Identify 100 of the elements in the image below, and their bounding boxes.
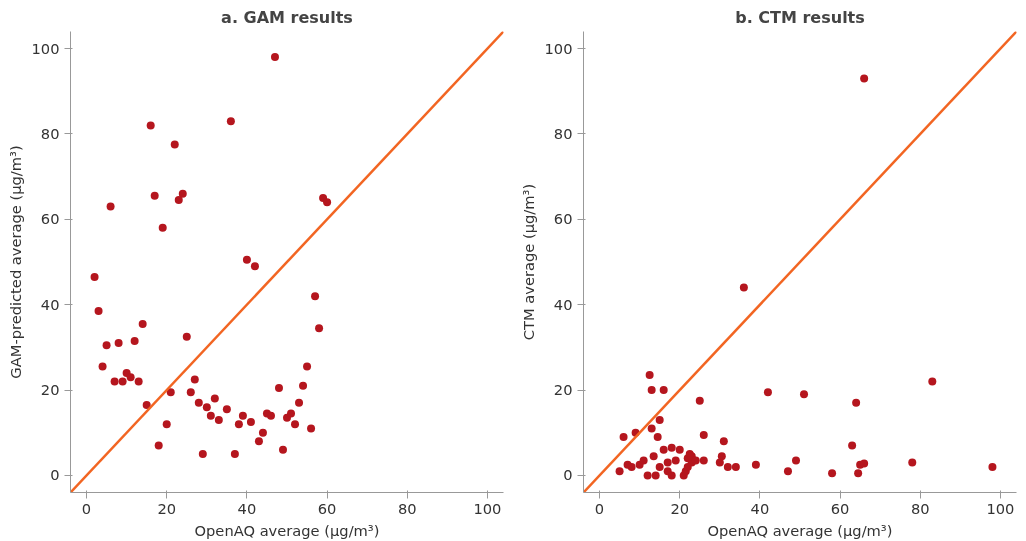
point <box>102 341 111 350</box>
point <box>166 388 175 397</box>
y-tick-label: 0 <box>563 466 573 484</box>
point <box>182 332 191 341</box>
point <box>226 117 235 126</box>
point <box>988 462 997 471</box>
point <box>210 394 219 403</box>
point <box>299 381 308 390</box>
point <box>162 420 171 429</box>
point <box>655 415 664 424</box>
point <box>627 462 636 471</box>
point <box>667 443 676 452</box>
point <box>150 191 159 200</box>
point <box>731 462 740 471</box>
y-tick-label: 60 <box>40 210 60 228</box>
point <box>250 262 259 271</box>
point <box>699 430 708 439</box>
y-tick-label: 100 <box>31 39 60 57</box>
point <box>170 140 179 149</box>
point <box>202 403 211 412</box>
point <box>315 324 324 333</box>
point <box>751 460 760 469</box>
point <box>323 198 332 207</box>
x-tick-label: 20 <box>670 499 690 517</box>
point <box>848 441 857 450</box>
point <box>242 255 251 264</box>
point <box>274 383 283 392</box>
point <box>198 450 207 459</box>
point <box>90 272 99 281</box>
x-tick-label: 80 <box>910 499 930 517</box>
y-axis-title: CTM average (µg/m³) <box>519 183 537 341</box>
x-axis-title: OpenAQ average (µg/m³) <box>194 521 380 539</box>
point <box>908 458 917 467</box>
point <box>214 415 223 424</box>
point <box>659 386 668 395</box>
point <box>717 452 726 461</box>
point <box>647 424 656 433</box>
point <box>647 386 656 395</box>
point <box>800 390 809 399</box>
point <box>146 121 155 130</box>
point <box>783 467 792 476</box>
point <box>106 202 115 211</box>
x-tick-label: 40 <box>237 499 257 517</box>
point <box>266 411 275 420</box>
point <box>190 375 199 384</box>
point <box>174 196 183 205</box>
x-tick-label: 100 <box>473 499 502 517</box>
point <box>118 377 127 386</box>
point <box>671 456 680 465</box>
point <box>246 418 255 427</box>
point <box>659 445 668 454</box>
point <box>295 398 304 407</box>
x-tick-label: 100 <box>986 499 1015 517</box>
point <box>230 450 239 459</box>
point <box>287 409 296 418</box>
point <box>655 462 664 471</box>
point <box>791 456 800 465</box>
point <box>270 53 279 62</box>
point <box>639 456 648 465</box>
point <box>653 433 662 441</box>
point <box>234 420 243 429</box>
y-tick-label: 20 <box>40 381 60 399</box>
x-axis-title: OpenAQ average (µg/m³) <box>707 521 893 539</box>
x-tick-label: 60 <box>830 499 850 517</box>
point <box>130 336 139 345</box>
point <box>715 458 724 467</box>
point <box>126 373 135 382</box>
y-tick-label: 80 <box>553 124 573 142</box>
point <box>110 377 119 386</box>
chart-title: b. CTM results <box>735 7 865 27</box>
point <box>94 307 103 316</box>
y-tick-label: 0 <box>50 466 60 484</box>
point <box>254 437 263 446</box>
chart-title: a. GAM results <box>221 7 353 27</box>
point <box>645 371 654 380</box>
y-tick-label: 60 <box>553 210 573 228</box>
point <box>649 452 658 461</box>
point <box>860 74 869 83</box>
y-tick-label: 80 <box>40 124 60 142</box>
point <box>852 398 861 407</box>
x-tick-label: 80 <box>397 499 417 517</box>
point <box>278 445 287 454</box>
x-tick-label: 40 <box>750 499 770 517</box>
point <box>928 377 937 386</box>
y-tick-label: 20 <box>553 381 573 399</box>
point <box>206 411 215 420</box>
point <box>303 362 312 371</box>
point <box>695 396 704 405</box>
point <box>138 319 147 328</box>
point <box>154 441 163 450</box>
point <box>98 362 107 371</box>
point <box>723 462 732 471</box>
point <box>194 398 203 407</box>
point <box>291 420 300 429</box>
point <box>854 469 863 478</box>
x-tick-label: 20 <box>157 499 177 517</box>
point <box>134 377 143 386</box>
point <box>222 405 231 414</box>
point <box>615 467 624 476</box>
point <box>719 437 728 446</box>
